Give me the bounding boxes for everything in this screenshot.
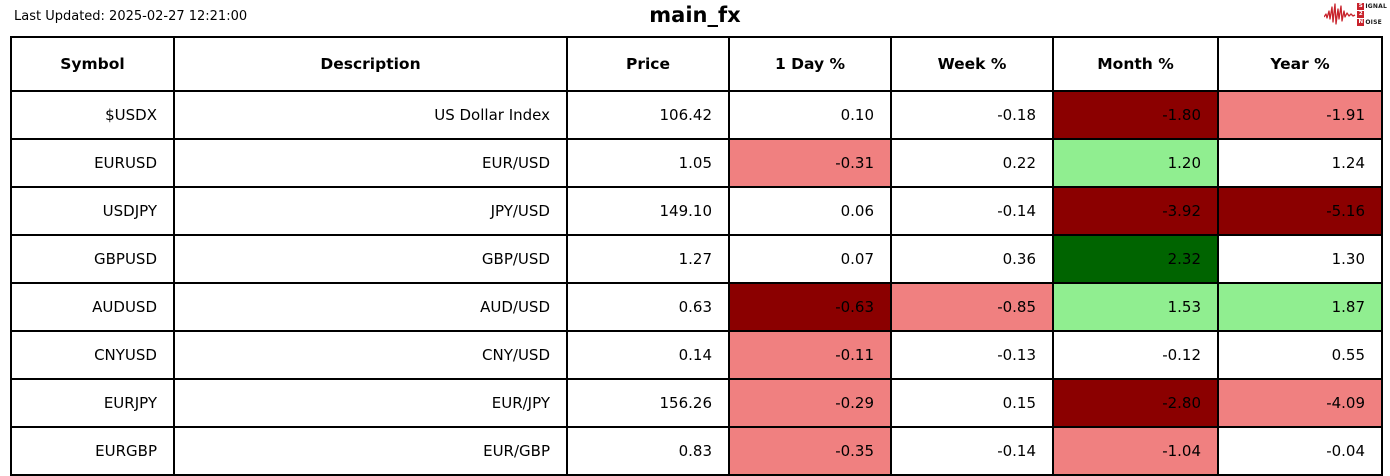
cell-week-pct: 0.36 — [890, 234, 1054, 284]
col-header-month-pct: Month % — [1052, 36, 1219, 92]
table-row: GBPUSD GBP/USD 1.27 0.07 0.36 2.32 1.30 — [10, 234, 1383, 284]
col-header-price: Price — [566, 36, 730, 92]
logo-word-rest: IGNAL — [1365, 2, 1387, 10]
cell-price: 1.05 — [566, 138, 730, 188]
cell-symbol: CNYUSD — [10, 330, 175, 380]
cell-day-pct: 0.06 — [728, 186, 892, 236]
logo-line-noise: N OISE — [1357, 18, 1387, 26]
cell-description: JPY/USD — [173, 186, 568, 236]
cell-year-pct: -0.04 — [1217, 426, 1383, 476]
cell-price: 0.83 — [566, 426, 730, 476]
cell-year-pct: 0.55 — [1217, 330, 1383, 380]
cell-week-pct: -0.85 — [890, 282, 1054, 332]
cell-week-pct: -0.14 — [890, 426, 1054, 476]
col-header-year-pct: Year % — [1217, 36, 1383, 92]
logo-line-2: 2 — [1357, 10, 1387, 18]
cell-day-pct: -0.29 — [728, 378, 892, 428]
table-row: EURGBP EUR/GBP 0.83 -0.35 -0.14 -1.04 -0.04 — [10, 426, 1383, 476]
logo-box-n: N — [1357, 18, 1365, 26]
table-row: EURUSD EUR/USD 1.05 -0.31 0.22 1.20 1.24 — [10, 138, 1383, 188]
cell-symbol: EURUSD — [10, 138, 175, 188]
cell-description: EUR/GBP — [173, 426, 568, 476]
cell-day-pct: -0.11 — [728, 330, 892, 380]
cell-day-pct: -0.31 — [728, 138, 892, 188]
cell-day-pct: 0.07 — [728, 234, 892, 284]
cell-year-pct: -5.16 — [1217, 186, 1383, 236]
signal2noise-logo: S IGNAL 2 N OISE — [1324, 2, 1387, 26]
cell-week-pct: 0.22 — [890, 138, 1054, 188]
cell-description: AUD/USD — [173, 282, 568, 332]
cell-month-pct: 1.20 — [1052, 138, 1219, 188]
table-header-row: Symbol Description Price 1 Day % Week % … — [10, 36, 1383, 92]
fx-table: Symbol Description Price 1 Day % Week % … — [10, 36, 1383, 476]
cell-month-pct: -1.80 — [1052, 90, 1219, 140]
cell-year-pct: -4.09 — [1217, 378, 1383, 428]
cell-symbol: USDJPY — [10, 186, 175, 236]
last-updated-timestamp: Last Updated: 2025-02-27 12:21:00 — [14, 9, 248, 24]
cell-description: US Dollar Index — [173, 90, 568, 140]
cell-description: CNY/USD — [173, 330, 568, 380]
cell-day-pct: 0.10 — [728, 90, 892, 140]
cell-year-pct: -1.91 — [1217, 90, 1383, 140]
cell-month-pct: -3.92 — [1052, 186, 1219, 236]
col-header-day-pct: 1 Day % — [728, 36, 892, 92]
cell-week-pct: -0.18 — [890, 90, 1054, 140]
table-row: $USDX US Dollar Index 106.42 0.10 -0.18 -1.80… — [10, 90, 1383, 140]
logo-text: S IGNAL 2 N OISE — [1357, 2, 1387, 26]
cell-month-pct: 1.53 — [1052, 282, 1219, 332]
cell-price: 156.26 — [566, 378, 730, 428]
col-header-week-pct: Week % — [890, 36, 1054, 92]
logo-box-s: S — [1357, 2, 1365, 10]
col-header-description: Description — [173, 36, 568, 92]
page-title: main_fx — [649, 3, 741, 27]
cell-week-pct: 0.15 — [890, 378, 1054, 428]
cell-month-pct: -1.04 — [1052, 426, 1219, 476]
logo-line-signal: S IGNAL — [1357, 2, 1387, 10]
cell-symbol: AUDUSD — [10, 282, 175, 332]
fx-table-body: $USDX US Dollar Index 106.42 0.10 -0.18 -1.80… — [10, 90, 1383, 476]
cell-year-pct: 1.87 — [1217, 282, 1383, 332]
cell-price: 0.14 — [566, 330, 730, 380]
cell-symbol: $USDX — [10, 90, 175, 140]
cell-month-pct: 2.32 — [1052, 234, 1219, 284]
logo-box-2: 2 — [1357, 10, 1365, 18]
cell-day-pct: -0.35 — [728, 426, 892, 476]
cell-week-pct: -0.13 — [890, 330, 1054, 380]
cell-price: 149.10 — [566, 186, 730, 236]
cell-week-pct: -0.14 — [890, 186, 1054, 236]
cell-day-pct: -0.63 — [728, 282, 892, 332]
cell-symbol: GBPUSD — [10, 234, 175, 284]
col-header-symbol: Symbol — [10, 36, 175, 92]
table-row: CNYUSD CNY/USD 0.14 -0.11 -0.13 -0.12 0.55 — [10, 330, 1383, 380]
cell-description: EUR/USD — [173, 138, 568, 188]
cell-symbol: EURGBP — [10, 426, 175, 476]
table-row: USDJPY JPY/USD 149.10 0.06 -0.14 -3.92 -5.16 — [10, 186, 1383, 236]
cell-symbol: EURJPY — [10, 378, 175, 428]
waveform-icon — [1324, 3, 1356, 25]
table-row: AUDUSD AUD/USD 0.63 -0.63 -0.85 1.53 1.87 — [10, 282, 1383, 332]
cell-year-pct: 1.30 — [1217, 234, 1383, 284]
cell-price: 0.63 — [566, 282, 730, 332]
cell-price: 1.27 — [566, 234, 730, 284]
table-row: EURJPY EUR/JPY 156.26 -0.29 0.15 -2.80 -4.09 — [10, 378, 1383, 428]
cell-month-pct: -2.80 — [1052, 378, 1219, 428]
cell-price: 106.42 — [566, 90, 730, 140]
cell-description: GBP/USD — [173, 234, 568, 284]
cell-year-pct: 1.24 — [1217, 138, 1383, 188]
cell-month-pct: -0.12 — [1052, 330, 1219, 380]
logo-word-rest: OISE — [1365, 18, 1382, 26]
cell-description: EUR/JPY — [173, 378, 568, 428]
